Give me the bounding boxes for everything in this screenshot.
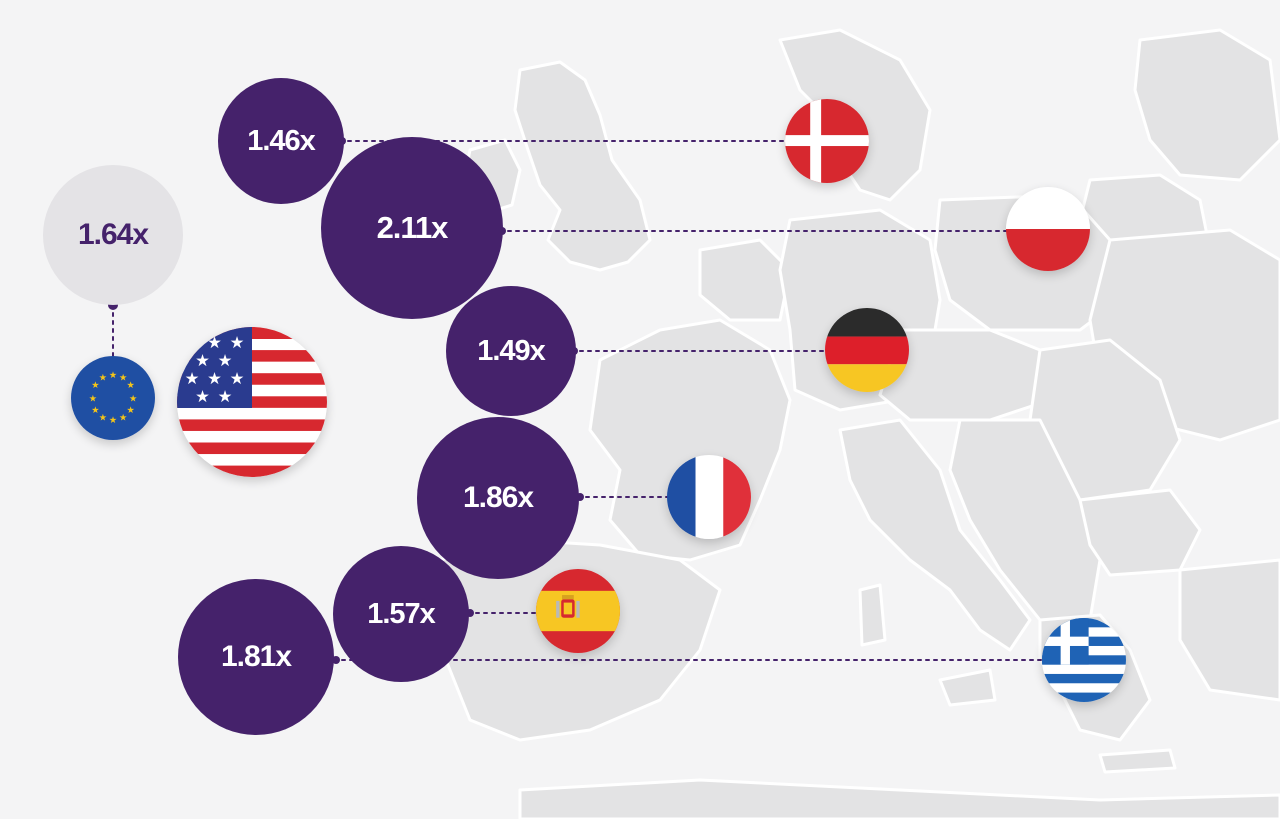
france-flag-icon — [667, 455, 751, 539]
france-multiplier-value: 1.86x — [462, 481, 534, 514]
map-region-crete — [1098, 748, 1177, 774]
germany-flag-icon — [825, 308, 909, 392]
svg-text:★: ★ — [119, 413, 127, 424]
greece-flag-icon — [1042, 618, 1126, 702]
svg-text:★: ★ — [230, 369, 245, 388]
spain-flag-icon — [536, 569, 620, 653]
svg-text:★: ★ — [126, 405, 134, 416]
greece-multiplier-bubble: 1.81x — [178, 579, 334, 735]
map-region-turkey — [1178, 558, 1280, 702]
poland-multiplier-bubble: 2.11x — [321, 137, 503, 319]
poland-multiplier-value: 2.11x — [376, 210, 449, 245]
eu-flag-icon: ★ ★ ★ ★ ★ ★ ★ ★ ★ ★ ★ ★ — [71, 356, 155, 440]
svg-text:★: ★ — [207, 369, 222, 388]
svg-text:★: ★ — [109, 415, 117, 426]
map-region-italy — [838, 418, 1032, 652]
svg-text:★: ★ — [195, 351, 210, 370]
france-multiplier-bubble: 1.86x — [417, 417, 579, 579]
svg-text:★: ★ — [99, 372, 107, 383]
svg-text:★: ★ — [109, 370, 117, 381]
svg-text:★: ★ — [119, 372, 127, 383]
map-region-sicily — [938, 668, 997, 707]
svg-text:★: ★ — [207, 333, 222, 352]
svg-text:★: ★ — [218, 351, 233, 370]
denmark-flag-icon — [785, 99, 869, 183]
svg-text:★: ★ — [195, 387, 210, 406]
us-flag-icon: ★ ★ ★ ★ ★ ★ ★ ★ ★ ★ — [177, 327, 327, 477]
svg-text:★: ★ — [126, 380, 134, 391]
map-region-finland-baltic — [1133, 28, 1280, 182]
svg-text:★: ★ — [89, 393, 97, 404]
map-region-benelux — [698, 238, 792, 322]
eu-multiplier-value: 1.64x — [77, 218, 149, 251]
denmark-multiplier-value: 1.46x — [247, 124, 316, 157]
svg-text:★: ★ — [129, 393, 137, 404]
germany-multiplier-value: 1.49x — [477, 334, 546, 367]
map-region-czech-austria — [878, 328, 1052, 422]
eu-multiplier-bubble: 1.64x — [43, 165, 183, 305]
spain-multiplier-value: 1.57x — [367, 597, 436, 630]
map-region-uk — [513, 60, 652, 272]
connector-dot-greece — [332, 656, 340, 664]
svg-text:★: ★ — [185, 369, 200, 388]
svg-text:★: ★ — [91, 405, 99, 416]
map-region-north-africa — [518, 778, 1280, 819]
poland-flag-icon — [1006, 187, 1090, 271]
spain-multiplier-bubble: 1.57x — [333, 546, 469, 682]
svg-text:★: ★ — [218, 387, 233, 406]
greece-multiplier-value: 1.81x — [220, 640, 292, 673]
svg-text:★: ★ — [99, 413, 107, 424]
svg-text:★: ★ — [91, 380, 99, 391]
denmark-multiplier-bubble: 1.46x — [218, 78, 344, 204]
spain-coat-of-arms — [556, 595, 580, 618]
svg-text:★: ★ — [230, 333, 245, 352]
map-region-sardinia — [858, 583, 887, 647]
germany-multiplier-bubble: 1.49x — [446, 286, 576, 416]
